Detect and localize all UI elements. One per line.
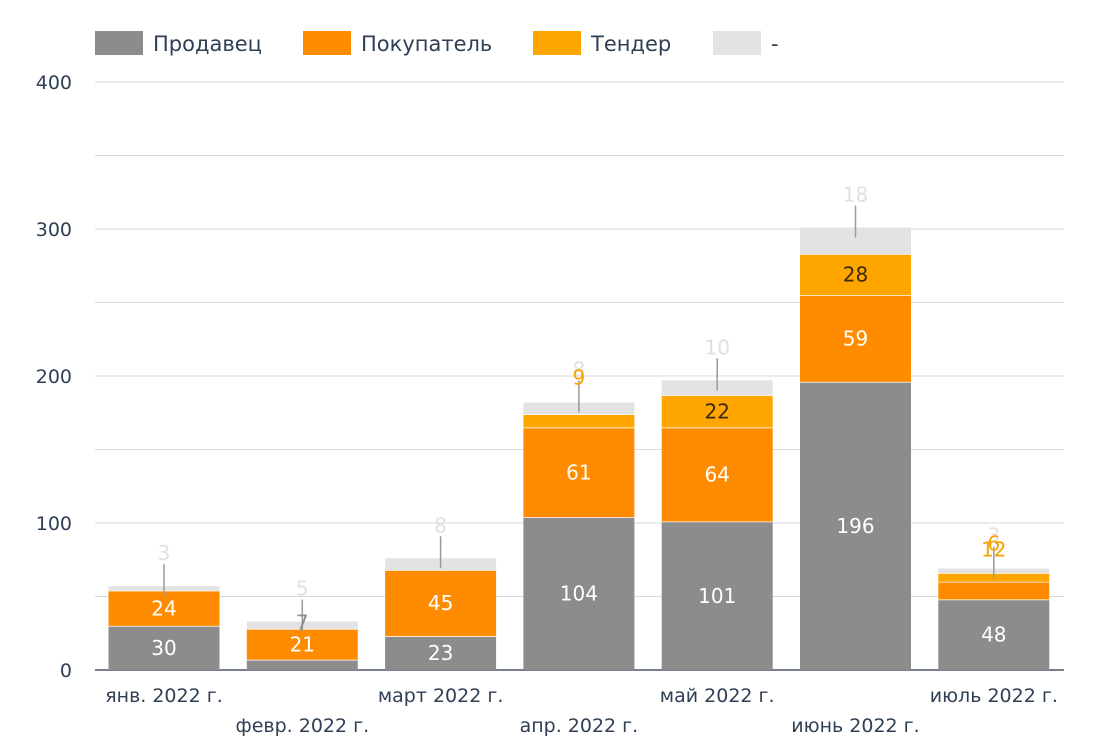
- legend-swatch-3: [713, 31, 761, 55]
- data-label: 64: [704, 462, 729, 486]
- x-category-label: апр. 2022 г.: [520, 715, 639, 737]
- x-category-label: февр. 2022 г.: [235, 715, 369, 737]
- y-axis: 0 100 200 300 400: [36, 72, 72, 682]
- bar-segment: [246, 628, 358, 660]
- x-category-label: июнь 2022 г.: [791, 715, 919, 737]
- legend-label-0: Продавец: [153, 32, 262, 56]
- data-label: 45: [428, 591, 453, 615]
- data-label: 59: [843, 327, 868, 351]
- data-label: 104: [560, 582, 598, 606]
- bar-segment: [385, 636, 497, 670]
- x-category-label: июль 2022 г.: [930, 685, 1058, 707]
- data-label: 48: [981, 623, 1006, 647]
- bar-segment: [938, 599, 1050, 670]
- y-tick-label: 0: [60, 660, 72, 682]
- data-label: 101: [698, 584, 736, 608]
- data-label: 30: [151, 636, 176, 660]
- y-tick-label: 400: [36, 72, 72, 94]
- y-tick-label: 100: [36, 513, 72, 535]
- bar-segment: [800, 295, 911, 382]
- legend-swatch-2: [533, 31, 581, 55]
- data-label: 23: [428, 641, 453, 665]
- data-label: 21: [290, 632, 315, 656]
- legend-label-1: Покупатель: [361, 32, 492, 56]
- data-label-outside: 9: [573, 365, 586, 389]
- data-label-outside: 12: [981, 538, 1006, 562]
- data-label: 61: [566, 460, 591, 484]
- y-tick-label: 300: [36, 219, 72, 241]
- data-label-outside: 3: [987, 524, 1000, 548]
- bar-segment: [246, 659, 358, 670]
- x-category-label: май 2022 г.: [660, 685, 775, 707]
- bar-segment: [108, 625, 220, 670]
- bar-segment: [523, 414, 635, 428]
- bar-segment: [938, 581, 1050, 600]
- bar-segment: [661, 521, 773, 670]
- data-label-outside: 18: [843, 183, 868, 207]
- bar-segment: [523, 517, 635, 670]
- legend-swatch-1: [303, 31, 351, 55]
- x-category-label: янв. 2022 г.: [105, 685, 223, 707]
- data-label-outside: 6: [987, 532, 1000, 556]
- bar-segment: [800, 381, 911, 670]
- data-label: 24: [151, 596, 176, 620]
- bar-segment: [523, 427, 635, 518]
- data-labels: 3024321572345810461891016422101965928184…: [151, 183, 1006, 666]
- y-tick-label: 200: [36, 366, 72, 388]
- bar-segment: [661, 395, 773, 428]
- legend: Продавец Покупатель Тендер -: [95, 31, 779, 56]
- legend-swatch-0: [95, 31, 143, 55]
- data-label: 196: [836, 514, 874, 538]
- bar-segment: [800, 253, 911, 296]
- data-label: 22: [704, 399, 729, 423]
- bar-segment: [108, 590, 220, 626]
- x-category-label: март 2022 г.: [378, 685, 504, 707]
- data-label-outside: 7: [296, 610, 309, 634]
- data-label: 28: [843, 263, 868, 287]
- x-axis: янв. 2022 г. февр. 2022 г. март 2022 г. апр…: [105, 685, 1058, 737]
- bar-segment: [661, 427, 773, 522]
- data-label-outside: 8: [434, 513, 447, 537]
- legend-label-3: -: [771, 32, 779, 56]
- data-label-outside: 8: [573, 357, 586, 381]
- bar-segment: [385, 570, 497, 637]
- data-label-outside: 5: [296, 576, 309, 600]
- data-label-outside: 3: [158, 541, 171, 565]
- legend-label-2: Тендер: [590, 32, 671, 56]
- data-label-outside: 10: [704, 335, 729, 359]
